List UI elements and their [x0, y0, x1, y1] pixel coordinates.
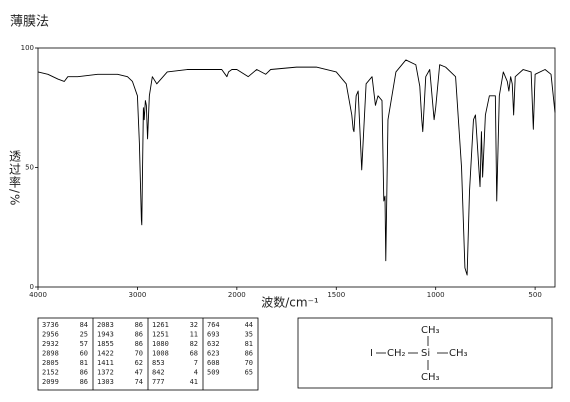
- peak-transmittance: 81: [245, 340, 253, 348]
- peak-transmittance: 25: [80, 331, 88, 339]
- group-label: CH₃: [449, 348, 468, 359]
- bonds: [376, 336, 448, 370]
- peak-transmittance: 57: [80, 340, 88, 348]
- peak-wavenumber: 2956: [42, 331, 59, 339]
- peak-transmittance: 74: [135, 378, 143, 386]
- peak-transmittance: 41: [190, 378, 198, 386]
- x-tick-label: 1000: [427, 291, 445, 299]
- peak-wavenumber: 1251: [152, 331, 169, 339]
- peak-transmittance: 81: [80, 359, 88, 367]
- x-tick-label: 4000: [29, 291, 47, 299]
- peak-transmittance: 86: [135, 331, 143, 339]
- peak-transmittance: 60: [80, 350, 88, 358]
- peak-wavenumber: 2083: [97, 321, 114, 329]
- peak-wavenumber: 764: [207, 321, 220, 329]
- peak-wavenumber: 2932: [42, 340, 59, 348]
- peak-wavenumber: 632: [207, 340, 220, 348]
- y-tick-label: 50: [25, 164, 34, 172]
- chart-title: 薄膜法: [10, 15, 49, 30]
- peak-wavenumber: 1303: [97, 378, 114, 386]
- peak-wavenumber: 1261: [152, 321, 169, 329]
- x-tick-label: 1500: [327, 291, 345, 299]
- peak-transmittance: 86: [245, 350, 253, 358]
- y-tick-label: 0: [30, 283, 34, 291]
- y-axis-label: 透过率/%: [8, 150, 22, 207]
- peak-wavenumber: 2099: [42, 378, 59, 386]
- plot-frame: [37, 47, 556, 288]
- x-axis-label: 波数/cm⁻¹: [261, 295, 319, 310]
- structure-frame: [297, 317, 553, 389]
- peak-wavenumber: 1422: [97, 350, 114, 358]
- peak-transmittance: 7: [194, 359, 198, 367]
- spectrum-line: [37, 59, 556, 276]
- peak-transmittance: 47: [135, 369, 143, 377]
- peak-transmittance: 70: [135, 350, 143, 358]
- peak-transmittance: 84: [80, 321, 88, 329]
- peak-wavenumber: 608: [207, 359, 220, 367]
- peak-wavenumber: 853: [152, 359, 165, 367]
- peak-wavenumber: 3736: [42, 321, 59, 329]
- peak-wavenumber: 2898: [42, 350, 59, 358]
- peak-wavenumber: 1855: [97, 340, 114, 348]
- peak-wavenumber: 2805: [42, 359, 59, 367]
- peak-transmittance: 4: [194, 369, 198, 377]
- peak-transmittance: 44: [245, 321, 253, 329]
- atom-label: I: [370, 348, 373, 359]
- peak-transmittance: 86: [135, 340, 143, 348]
- peak-transmittance: 68: [190, 350, 198, 358]
- peak-wavenumber: 623: [207, 350, 220, 358]
- peak-transmittance: 82: [190, 340, 198, 348]
- peak-wavenumber: 509: [207, 369, 220, 377]
- peak-wavenumber: 842: [152, 369, 165, 377]
- peak-transmittance: 86: [135, 321, 143, 329]
- peak-wavenumber: 1080: [152, 340, 169, 348]
- peak-transmittance: 86: [80, 369, 88, 377]
- group-label: CH₂: [387, 348, 406, 359]
- peak-transmittance: 35: [245, 331, 253, 339]
- peak-wavenumber: 693: [207, 331, 220, 339]
- peak-wavenumber: 1008: [152, 350, 169, 358]
- group-label: CH₃: [421, 372, 440, 383]
- peak-transmittance: 86: [80, 378, 88, 386]
- peak-wavenumber: 777: [152, 378, 165, 386]
- peak-transmittance: 32: [190, 321, 198, 329]
- x-tick-label: 500: [528, 291, 541, 299]
- peak-transmittance: 62: [135, 359, 143, 367]
- x-tick-label: 3000: [129, 291, 147, 299]
- group-label: CH₃: [421, 325, 440, 336]
- y-tick-label: 100: [21, 44, 34, 52]
- peak-wavenumber: 1372: [97, 369, 114, 377]
- x-tick-label: 2000: [228, 291, 246, 299]
- peak-transmittance: 11: [190, 331, 198, 339]
- peak-wavenumber: 1411: [97, 359, 114, 367]
- peak-transmittance: 65: [245, 369, 253, 377]
- atom-label: Si: [421, 348, 430, 359]
- peak-wavenumber: 2152: [42, 369, 59, 377]
- peak-transmittance: 70: [245, 359, 253, 367]
- peak-wavenumber: 1943: [97, 331, 114, 339]
